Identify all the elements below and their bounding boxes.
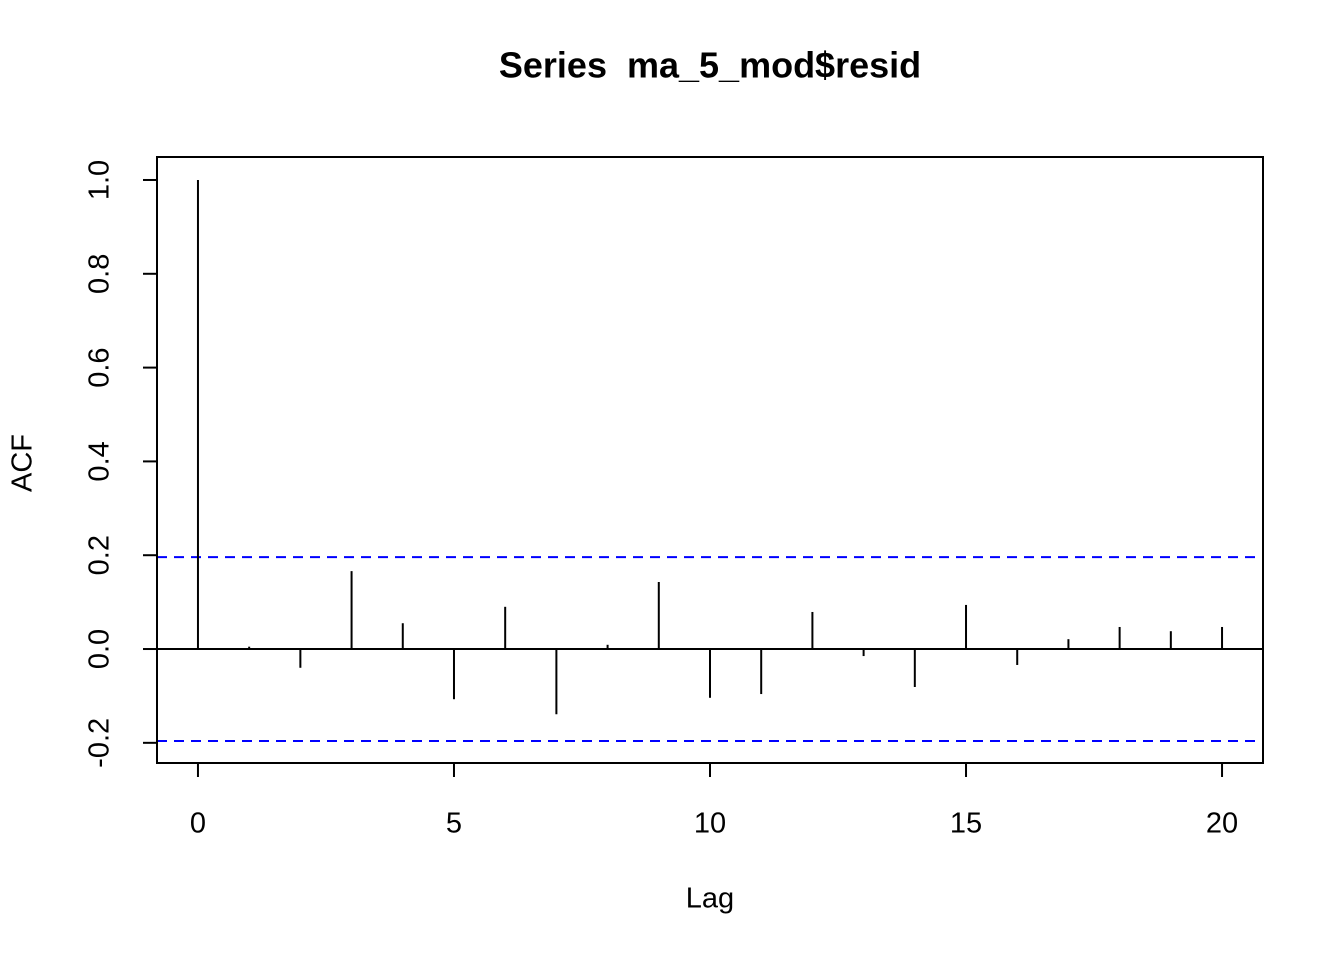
plot-frame [156, 156, 1264, 764]
y-tick-label: 1.0 [84, 160, 116, 200]
x-tick-label: 10 [694, 808, 726, 840]
y-tick-label: -0.2 [84, 718, 116, 768]
y-tick-label: 0.8 [84, 254, 116, 294]
y-tick-label: 0.0 [84, 629, 116, 669]
y-tick-label: 0.2 [84, 535, 116, 575]
x-tick-label: 0 [190, 808, 206, 840]
y-axis-label: ACF [7, 434, 39, 492]
chart-title: Series ma_5_mod$resid [499, 45, 921, 86]
x-tick-label: 20 [1206, 808, 1238, 840]
y-tick-label: 0.4 [84, 441, 116, 481]
x-tick-label: 5 [446, 808, 462, 840]
x-tick-label: 15 [950, 808, 982, 840]
x-axis-label: Lag [686, 883, 734, 915]
y-tick-label: 0.6 [84, 347, 116, 387]
